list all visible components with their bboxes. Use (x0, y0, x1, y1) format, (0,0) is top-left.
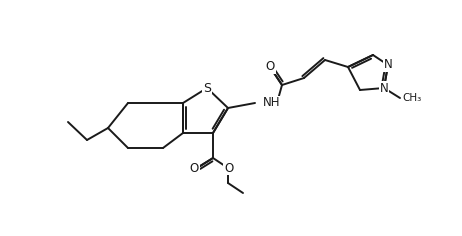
Text: O: O (189, 161, 199, 174)
Text: N: N (383, 59, 392, 72)
Text: N: N (380, 81, 389, 94)
Text: S: S (203, 81, 211, 94)
Text: CH₃: CH₃ (402, 93, 421, 103)
Text: O: O (225, 161, 234, 174)
Text: O: O (265, 60, 274, 73)
Text: NH: NH (263, 97, 280, 110)
